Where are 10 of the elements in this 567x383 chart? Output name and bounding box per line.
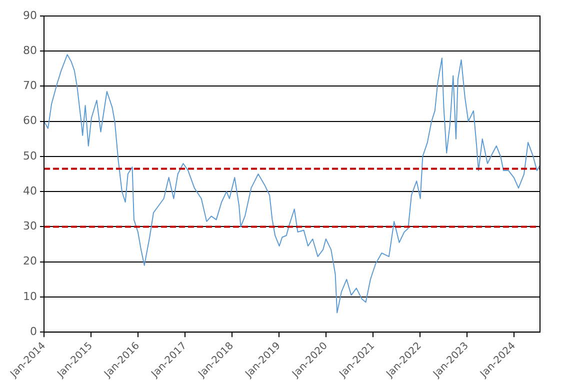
y-tick-label: 60 xyxy=(22,114,37,128)
y-tick-label: 80 xyxy=(22,44,37,57)
y-tick-label: 10 xyxy=(22,290,37,303)
y-tick-label: 40 xyxy=(22,184,37,198)
y-tick-label: 50 xyxy=(22,149,37,162)
y-tick-label: 30 xyxy=(22,220,37,233)
y-tick-label: 20 xyxy=(22,254,37,268)
y-tick-label: 90 xyxy=(22,8,37,22)
y-tick-label: 0 xyxy=(30,324,37,338)
y-tick-label: 70 xyxy=(22,79,37,92)
